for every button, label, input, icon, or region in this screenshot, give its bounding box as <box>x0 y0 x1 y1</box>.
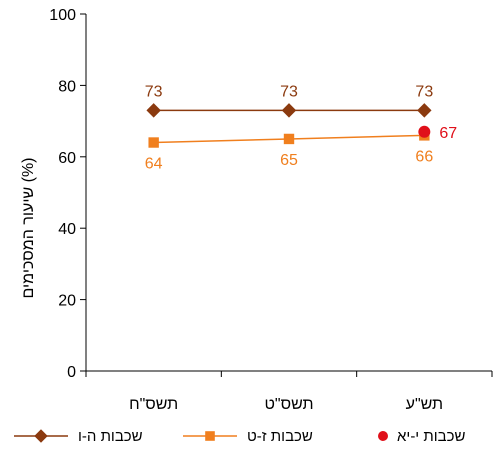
legend-label: שכבות ה-ו <box>78 428 143 445</box>
legend-marker <box>34 429 48 443</box>
x-category-label: תשס"ט <box>264 396 313 413</box>
data-point <box>281 103 297 118</box>
legend: שכבות ה-ו שכבות ז-ט שכבות י-יא <box>14 428 465 445</box>
data-label: 73 <box>415 83 433 100</box>
legend-item-1: שכבות ה-ו <box>14 428 143 445</box>
data-label: 66 <box>415 148 433 165</box>
legend-label: שכבות י-יא <box>397 428 465 445</box>
y-tick-label: 80 <box>58 78 76 95</box>
data-label: 65 <box>280 152 298 169</box>
data-label: 73 <box>280 83 298 100</box>
data-label: 67 <box>439 125 457 142</box>
data-point <box>283 133 295 145</box>
data-point <box>146 103 161 118</box>
x-category-label: תש"ע <box>406 396 443 413</box>
data-label: 73 <box>145 83 163 100</box>
y-tick-label: 100 <box>49 7 76 24</box>
y-tick-label: 60 <box>58 150 76 167</box>
legend-marker <box>378 431 388 441</box>
legend-label: שכבות ז-ט <box>247 428 313 445</box>
series-layer: 73 73 73 64 65 66 67 <box>145 83 457 172</box>
series-2: 64 65 66 <box>145 130 433 173</box>
data-point <box>148 137 159 148</box>
series-3: 67 <box>418 125 457 142</box>
axes: 0 20 40 60 80 100 תשס"ח תשס"ט תש"ע <box>49 7 493 413</box>
series-1: 73 73 73 <box>145 83 433 118</box>
x-category-label: תשס"ח <box>129 396 178 413</box>
data-label: 64 <box>145 156 163 173</box>
y-tick-label: 0 <box>67 364 76 381</box>
legend-marker <box>205 431 215 441</box>
y-tick-label: 40 <box>58 221 76 238</box>
legend-item-2: שכבות ז-ט <box>183 428 313 445</box>
y-tick-label: 20 <box>58 293 76 310</box>
data-point <box>418 125 431 138</box>
data-point <box>417 103 432 118</box>
y-axis-label: שיעור המסכימים (%) <box>20 157 37 298</box>
legend-item-3: שכבות י-יא <box>378 428 465 445</box>
